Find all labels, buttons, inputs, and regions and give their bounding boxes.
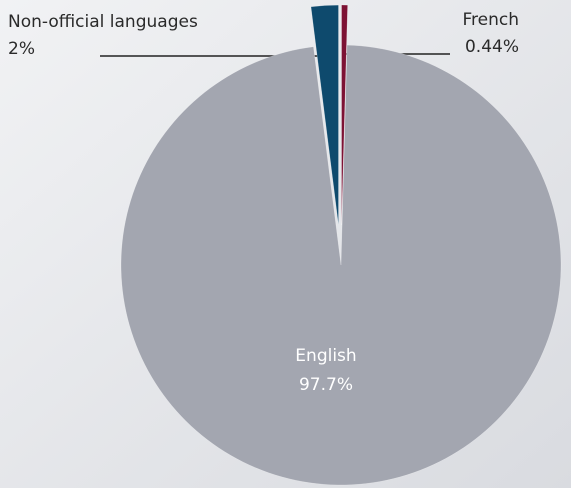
slice-label: English xyxy=(295,346,356,366)
slice-label: Non-official languages xyxy=(8,12,198,32)
pie-slice xyxy=(310,4,339,226)
pie-slice xyxy=(341,4,348,226)
slice-value-label: 2% xyxy=(8,39,35,59)
pie-slice xyxy=(120,44,562,486)
slice-value-label: 0.44% xyxy=(465,37,519,57)
slice-value-label: 97.7% xyxy=(299,375,353,395)
slice-label: French xyxy=(462,10,519,30)
